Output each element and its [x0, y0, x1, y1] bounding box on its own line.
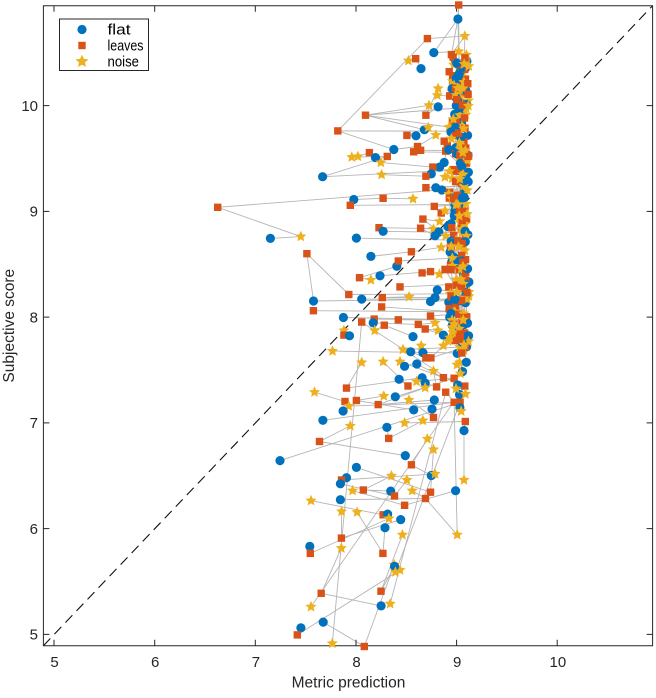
svg-text:Subjective score: Subjective score [1, 269, 18, 383]
svg-text:leaves: leaves [108, 38, 144, 54]
svg-text:6: 6 [151, 654, 159, 671]
svg-text:10: 10 [550, 654, 567, 671]
svg-text:8: 8 [352, 654, 360, 671]
svg-text:Metric prediction: Metric prediction [292, 674, 406, 691]
svg-text:7: 7 [30, 415, 38, 432]
svg-text:6: 6 [30, 521, 38, 538]
svg-text:5: 5 [50, 654, 58, 671]
svg-text:noise: noise [108, 54, 140, 70]
svg-text:5: 5 [30, 627, 38, 644]
svg-text:9: 9 [30, 204, 38, 221]
svg-text:7: 7 [252, 654, 260, 671]
svg-text:flat: flat [108, 22, 131, 38]
svg-text:10: 10 [21, 98, 38, 115]
svg-text:9: 9 [453, 654, 461, 671]
svg-text:8: 8 [30, 309, 38, 326]
